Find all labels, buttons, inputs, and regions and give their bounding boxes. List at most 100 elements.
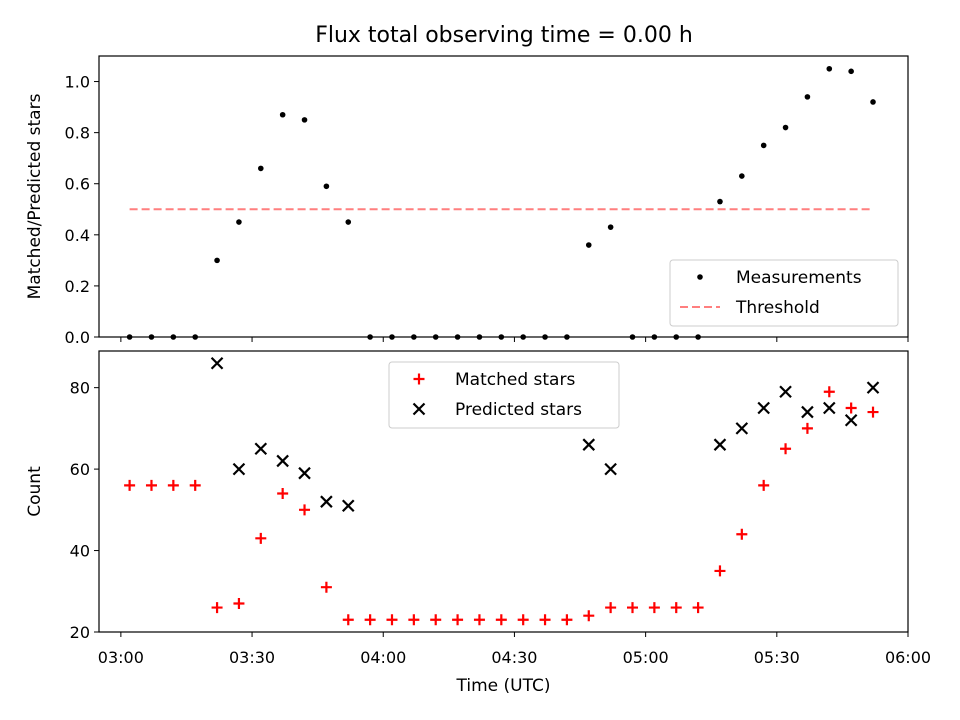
matched-stars-point: [867, 406, 879, 418]
matched-stars-point: [780, 443, 792, 455]
x-tick-label: 03:30: [229, 648, 275, 667]
predicted-stars-point: [582, 438, 596, 451]
chart-title: Flux total observing time = 0.00 h: [315, 23, 693, 48]
measurement-point: [476, 334, 483, 340]
x-tick-label: 04:00: [360, 648, 406, 667]
matched-stars-point: [299, 504, 311, 516]
matched-stars-point: [408, 614, 420, 626]
predicted-stars-point: [320, 495, 333, 508]
y-tick-label: 0.6: [65, 175, 90, 194]
x-tick-label: 06:00: [885, 648, 931, 667]
matched-stars-point: [211, 602, 223, 614]
measurement-point: [804, 94, 811, 100]
matched-stars-point: [758, 479, 770, 491]
matched-stars-point: [320, 581, 332, 593]
y-axis-label: Count: [25, 466, 45, 517]
measurement-point: [170, 334, 177, 340]
matched-stars-point: [495, 614, 507, 626]
y-tick-label: 0.0: [65, 328, 90, 347]
matched-stars-point: [430, 614, 442, 626]
bottom-panel: 03:00 03:30 04:00 04:30 05:00 05:30 06:00 20 40 6…: [25, 350, 931, 696]
legend-key-dot: [697, 274, 703, 280]
legend: Matched stars Predicted stars: [388, 361, 620, 429]
predicted-stars-point: [866, 381, 880, 394]
measurement-point: [126, 334, 133, 340]
matched-stars-point: [277, 488, 289, 500]
measurement-point: [629, 334, 636, 340]
measurement-point: [323, 183, 330, 190]
measurement-point: [607, 224, 614, 230]
measurement-point: [411, 334, 417, 340]
legend-key-plus: [413, 373, 425, 385]
matched-stars-point: [648, 602, 660, 614]
series-predicted-stars: [210, 356, 880, 513]
predicted-stars-point: [254, 442, 268, 456]
matched-stars-point: [823, 386, 835, 398]
y-tick-label: 0.2: [65, 277, 90, 296]
predicted-stars-point: [779, 385, 792, 399]
plot-frame: [98, 350, 909, 633]
matched-stars-point: [517, 614, 529, 626]
matched-stars-point: [627, 602, 639, 614]
matched-stars-point: [167, 479, 179, 491]
predicted-stars-point: [844, 413, 858, 427]
predicted-stars-point: [276, 454, 289, 468]
matched-stars-point: [583, 610, 595, 622]
predicted-stars-point: [823, 401, 836, 415]
y-axis-label: Matched/Predicted stars: [25, 93, 45, 299]
matched-stars-point: [801, 422, 813, 434]
measurement-point: [520, 334, 526, 340]
y-tick-label: 0.8: [65, 124, 90, 143]
x-tick-label: 03:00: [98, 648, 144, 667]
series-measurements: [126, 65, 876, 340]
matched-stars-point: [605, 602, 617, 614]
legend: Measurements Threshold: [669, 259, 899, 327]
matched-stars-point: [736, 528, 748, 540]
matched-stars-point: [364, 614, 376, 626]
matched-stars-point: [539, 614, 551, 626]
predicted-stars-point: [210, 356, 224, 370]
y-tick-label: 80: [70, 379, 90, 398]
measurement-point: [214, 257, 220, 264]
matched-stars-point: [473, 614, 485, 626]
measurement-point: [848, 68, 854, 75]
matched-stars-point: [561, 614, 573, 626]
measurement-point: [673, 334, 680, 340]
matched-stars-point: [189, 479, 201, 491]
x-tick-label: 05:00: [623, 648, 669, 667]
matched-stars-point: [255, 532, 267, 544]
predicted-stars-point: [298, 466, 311, 480]
measurement-point: [367, 334, 373, 340]
measurement-point: [782, 124, 789, 131]
predicted-stars-point: [604, 462, 617, 476]
measurement-point: [432, 334, 439, 340]
legend-label: Measurements: [736, 268, 862, 288]
measurement-point: [301, 117, 308, 123]
measurement-point: [192, 334, 199, 340]
matched-stars-point: [692, 602, 704, 614]
legend-label: Predicted stars: [455, 400, 582, 420]
y-tick-label: 40: [70, 542, 90, 561]
legend-key-x: [412, 402, 426, 416]
measurement-point: [389, 334, 395, 340]
predicted-stars-point: [757, 401, 770, 415]
matched-stars-point: [342, 614, 354, 626]
predicted-stars-point: [801, 405, 814, 419]
measurement-point: [258, 165, 264, 172]
matched-stars-point: [124, 479, 136, 491]
top-panel: 0.0 0.2 0.4 0.6 0.8 1.0 Matched/Predicted star…: [25, 55, 909, 347]
y-tick-label: 20: [70, 623, 90, 642]
predicted-stars-point: [341, 499, 355, 513]
legend-box: [388, 361, 620, 429]
predicted-stars-point: [232, 462, 246, 476]
legend-box: [669, 259, 899, 327]
measurement-point: [585, 242, 592, 248]
matched-stars-point: [845, 402, 857, 414]
matched-stars-point: [386, 614, 398, 626]
matched-stars-point: [233, 597, 245, 609]
x-tick-label: 05:30: [754, 648, 800, 667]
y-tick-label: 1.0: [65, 73, 90, 92]
legend-label: Matched stars: [455, 370, 575, 390]
measurement-point: [148, 334, 155, 340]
